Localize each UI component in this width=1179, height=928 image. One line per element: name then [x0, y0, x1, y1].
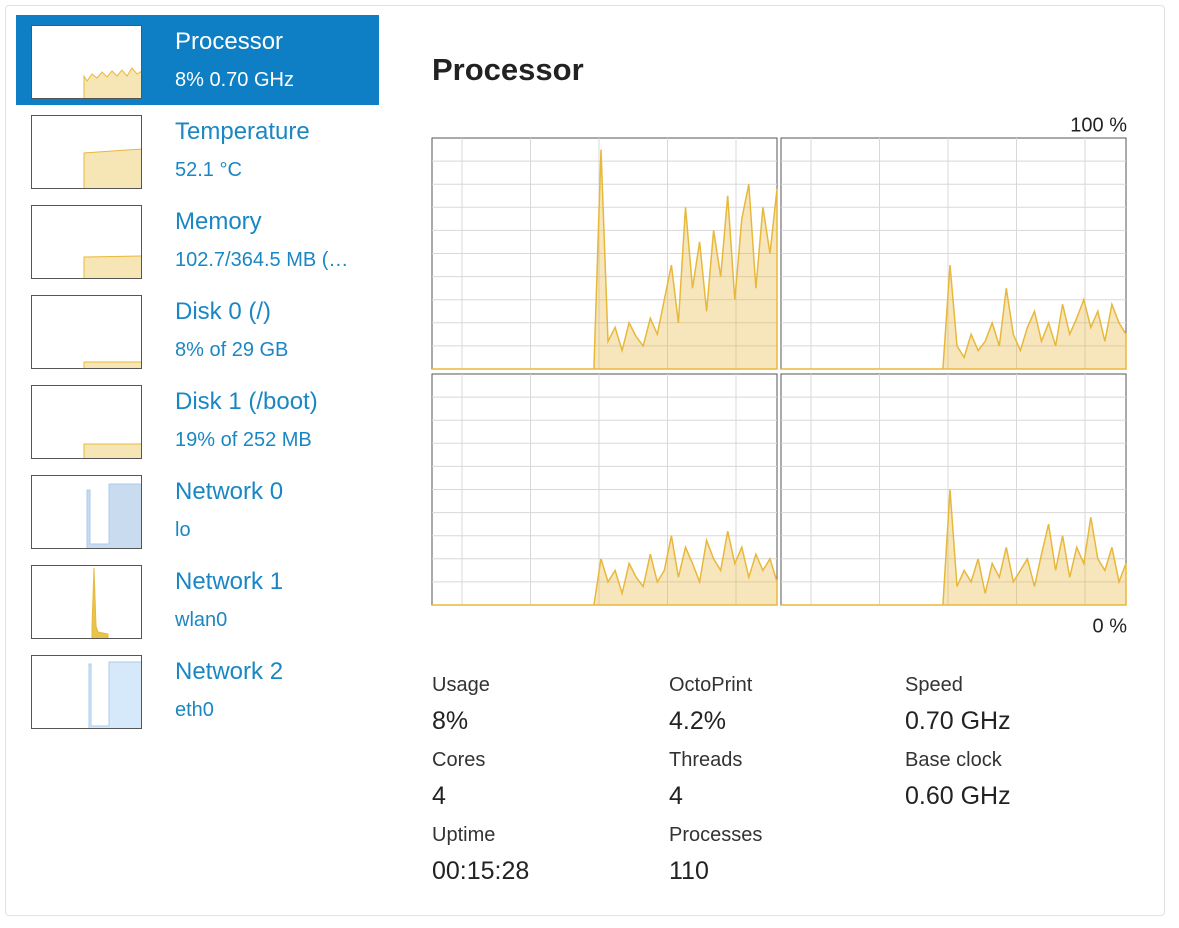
thumbnail-area [83, 443, 141, 458]
item-detail: eth0 [175, 699, 214, 721]
core-usage-area [781, 489, 1127, 606]
item-detail: wlan0 [175, 609, 228, 631]
stat: Uptime 00:15:28 [432, 824, 662, 886]
stat-label: Speed [905, 674, 963, 696]
thumbnail-graph [83, 255, 141, 278]
core-usage-area [781, 265, 1127, 370]
stat-value: 8% [432, 707, 469, 735]
thumbnail-graph [91, 567, 109, 638]
thumbnail-area [83, 67, 141, 98]
item-name: Disk 0 (/) [175, 298, 271, 325]
stat-value: 00:15:28 [432, 857, 530, 885]
sidebar-item[interactable]: Processor 8% 0.70 GHz [16, 15, 379, 105]
stat-label: Usage [432, 674, 490, 696]
item-detail: lo [175, 519, 191, 541]
top-label: 100 % [1070, 114, 1127, 136]
stat: Speed 0.70 GHz [905, 674, 1135, 736]
stat: Usage 8% [432, 674, 662, 736]
thumbnail [31, 25, 142, 99]
item-detail: 102.7/364.5 MB (… [175, 249, 349, 271]
stat-label: Threads [669, 749, 743, 771]
thumbnail-area [88, 661, 141, 728]
thumbnail [31, 205, 142, 279]
sidebar-item[interactable]: Disk 0 (/) 8% of 29 GB [16, 285, 379, 375]
thumbnail [31, 115, 142, 189]
stat-value: 0.60 GHz [905, 782, 1011, 810]
cpu-chart: 100 % 0 % [431, 114, 1128, 637]
thumbnail-graph [83, 443, 141, 458]
item-name: Network 0 [175, 478, 284, 505]
stat-value: 4 [432, 782, 446, 810]
thumbnail [31, 565, 142, 639]
sidebar-item[interactable]: Network 0 lo [16, 465, 379, 555]
thumbnail-area [83, 361, 141, 368]
stat: Cores 4 [432, 749, 662, 811]
stat-value: 0.70 GHz [905, 707, 1011, 735]
item-detail: 8% 0.70 GHz [175, 69, 294, 91]
core-usage-area [432, 149, 778, 370]
panel-frame [5, 5, 1165, 916]
thumbnail-area [83, 148, 141, 188]
thumbnail-area [86, 483, 141, 548]
item-name: Network 2 [175, 658, 284, 685]
thumbnail-area [83, 255, 141, 278]
stat: Base clock 0.60 GHz [905, 749, 1135, 811]
stat: OctoPrint 4.2% [669, 674, 899, 736]
item-detail: 52.1 °C [175, 159, 242, 181]
item-name: Disk 1 (/boot) [175, 388, 318, 415]
stat-label: Cores [432, 749, 486, 771]
stat-value: 110 [669, 857, 709, 885]
stat-label: Uptime [432, 824, 496, 846]
item-name: Temperature [175, 118, 310, 145]
thumbnail [31, 655, 142, 729]
item-detail: 8% of 29 GB [175, 339, 289, 361]
thumbnail-area [91, 567, 109, 638]
thumbnail [31, 475, 142, 549]
thumbnail-graph [83, 67, 141, 98]
thumbnail [31, 295, 142, 369]
thumbnail-graph [83, 148, 141, 188]
thumbnail [31, 385, 142, 459]
item-name: Memory [175, 208, 262, 235]
stat: Threads 4 [669, 749, 899, 811]
thumbnail-graph [86, 483, 141, 548]
item-name: Network 1 [175, 568, 284, 595]
sidebar-item[interactable]: Network 2 eth0 [16, 645, 379, 735]
sidebar-item[interactable]: Network 1 wlan0 [16, 555, 379, 645]
bottom-label: 0 % [1093, 615, 1128, 637]
sidebar-item[interactable]: Temperature 52.1 °C [16, 105, 379, 195]
page-title: Processor [432, 52, 584, 87]
sidebar-item[interactable]: Disk 1 (/boot) 19% of 252 MB [16, 375, 379, 465]
thumbnail-graph [83, 361, 141, 368]
item-name: Processor [175, 28, 284, 55]
stat: Processes 110 [669, 824, 899, 886]
item-detail: 19% of 252 MB [175, 429, 312, 451]
stat-value: 4 [669, 782, 683, 810]
thumbnail-graph [88, 661, 141, 728]
stat-label: Base clock [905, 749, 1002, 771]
core-usage-area [432, 530, 778, 606]
stat-label: OctoPrint [669, 674, 753, 696]
sidebar-item[interactable]: Memory 102.7/364.5 MB (… [16, 195, 379, 285]
stat-value: 4.2% [669, 707, 726, 735]
stat-label: Processes [669, 824, 763, 846]
